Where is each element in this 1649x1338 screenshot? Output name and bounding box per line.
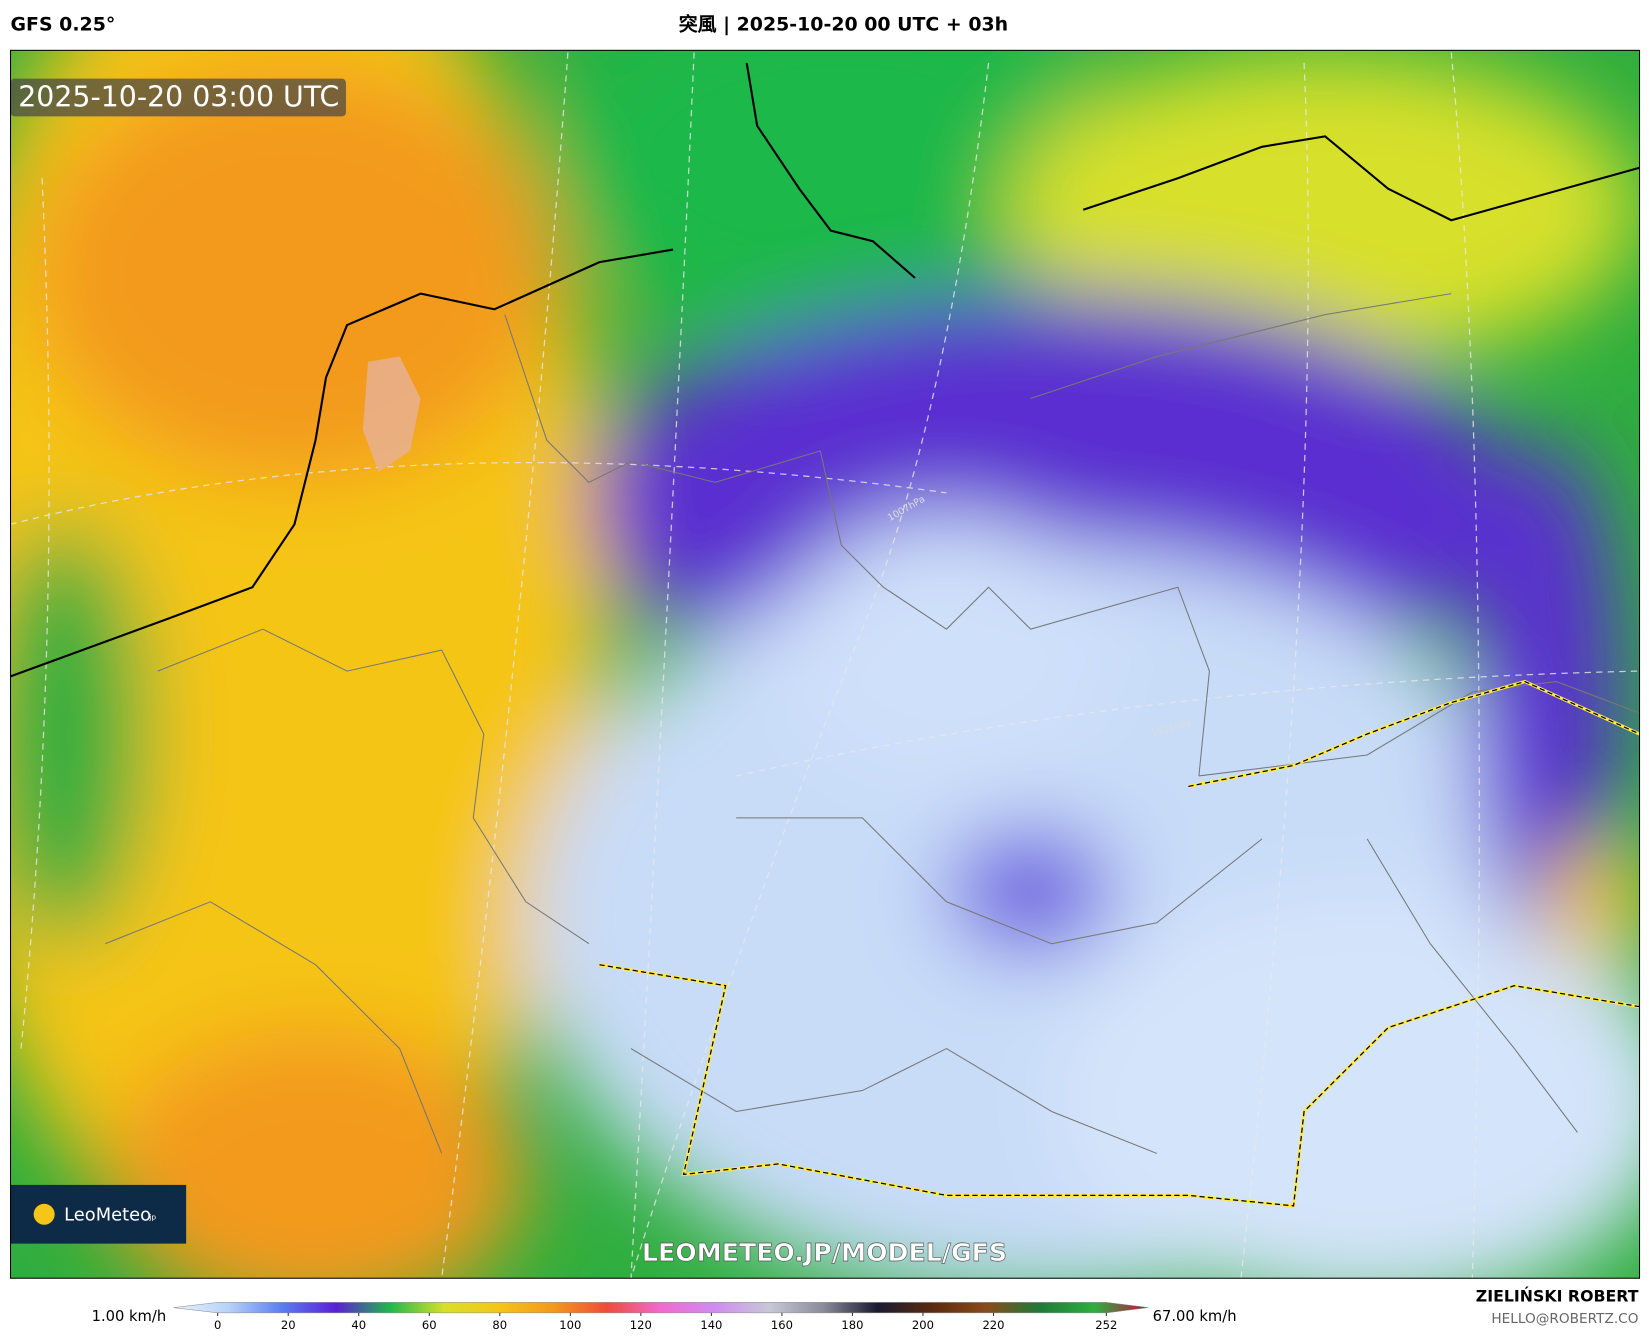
colorbar-tick-label: 120 (630, 1318, 652, 1332)
logo-sun (33, 1203, 55, 1225)
colorbar: 0 20 40 60 80 100 120 140 160 180 200 220 252 (173, 1302, 1149, 1332)
logo-name: LeoMeteo (64, 1204, 151, 1225)
colorbar-tick-label: 252 (1095, 1318, 1117, 1332)
colorbar-tick-label: 20 (281, 1318, 296, 1332)
colorbar-tick-label: 160 (771, 1318, 793, 1332)
colorbar-bar (173, 1302, 1149, 1314)
colorbar-tick-label: 60 (422, 1318, 437, 1332)
colorbar-tick-label: 0 (214, 1318, 221, 1332)
colorbar-tick-label: 200 (912, 1318, 934, 1332)
colorbar-tick-label: 220 (982, 1318, 1004, 1332)
author: ZIELIŃSKI ROBERT (1476, 1287, 1639, 1306)
colorbar-tick-label: 180 (841, 1318, 863, 1332)
timestamp-box (10, 78, 346, 117)
colorbar-tick-label: 80 (492, 1318, 507, 1332)
colorbar-min: 1.00 km/h (92, 1308, 167, 1325)
watermark: LEOMETEO.JP/MODEL/GFS (642, 1238, 1007, 1267)
logo-suffix: jp (148, 1212, 156, 1221)
map-title: 突風 | 2025-10-20 00 UTC + 03h (679, 13, 1008, 36)
colorbar-tick-label: 100 (559, 1318, 581, 1332)
email: HELLO@ROBERTZ.CO (1491, 1311, 1638, 1327)
colorbar-max: 67.00 km/h (1153, 1308, 1237, 1325)
model-label: GFS 0.25° (11, 14, 116, 36)
colorbar-tick-label: 40 (351, 1318, 366, 1332)
colorbar-tick-label: 140 (700, 1318, 722, 1332)
timestamp: 2025-10-20 03:00 UTC (18, 81, 339, 114)
